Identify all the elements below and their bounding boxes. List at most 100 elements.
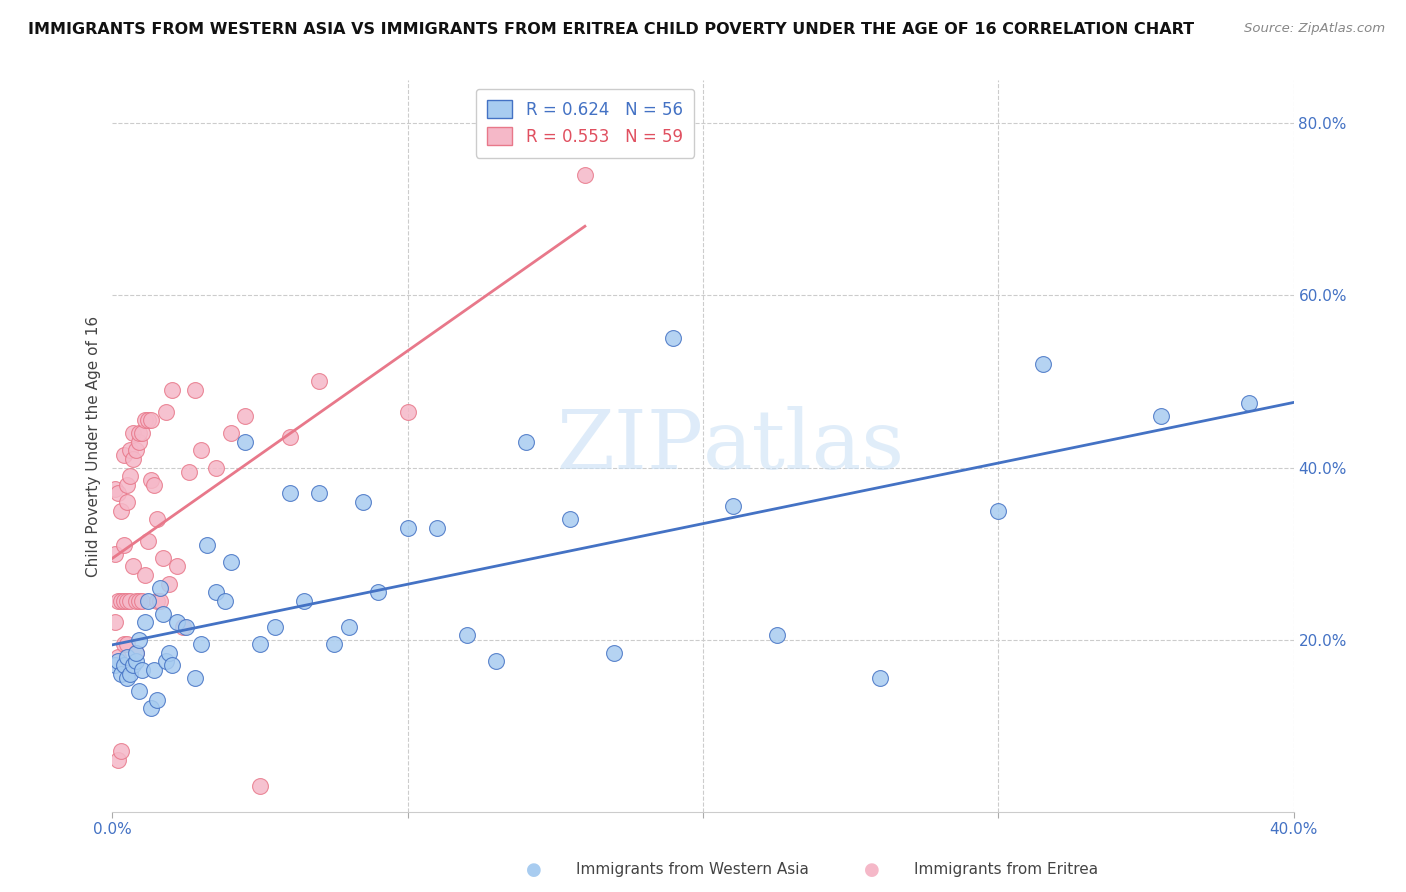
Text: IMMIGRANTS FROM WESTERN ASIA VS IMMIGRANTS FROM ERITREA CHILD POVERTY UNDER THE : IMMIGRANTS FROM WESTERN ASIA VS IMMIGRAN… bbox=[28, 22, 1194, 37]
Point bbox=[149, 594, 172, 608]
Point bbox=[107, 753, 129, 767]
Text: ●: ● bbox=[526, 861, 543, 879]
Point bbox=[219, 555, 242, 569]
Point bbox=[125, 443, 148, 458]
Point bbox=[1032, 357, 1054, 371]
Point bbox=[396, 404, 419, 418]
Point bbox=[205, 460, 228, 475]
Point bbox=[558, 512, 582, 526]
Point bbox=[134, 615, 156, 630]
Point bbox=[120, 594, 142, 608]
Point bbox=[131, 426, 153, 441]
Point bbox=[219, 426, 242, 441]
Text: Immigrants from Western Asia: Immigrants from Western Asia bbox=[576, 863, 810, 877]
Point bbox=[139, 413, 162, 427]
Point bbox=[107, 649, 129, 664]
Point bbox=[122, 451, 145, 466]
Point bbox=[146, 594, 169, 608]
Text: Source: ZipAtlas.com: Source: ZipAtlas.com bbox=[1244, 22, 1385, 36]
Point bbox=[122, 426, 145, 441]
Point bbox=[139, 474, 162, 488]
Point bbox=[136, 413, 159, 427]
Point bbox=[308, 375, 330, 389]
Point bbox=[107, 486, 129, 500]
Point bbox=[136, 594, 159, 608]
Point bbox=[396, 521, 419, 535]
Point bbox=[155, 654, 177, 668]
Text: ZIP: ZIP bbox=[555, 406, 703, 486]
Point bbox=[190, 443, 212, 458]
Point bbox=[155, 404, 177, 418]
Point bbox=[117, 649, 138, 664]
Text: atlas: atlas bbox=[703, 406, 905, 486]
Point bbox=[104, 547, 127, 561]
Point bbox=[107, 654, 129, 668]
Point bbox=[574, 168, 596, 182]
Legend: R = 0.624   N = 56, R = 0.553   N = 59: R = 0.624 N = 56, R = 0.553 N = 59 bbox=[475, 88, 695, 158]
Point bbox=[1150, 409, 1173, 423]
Point bbox=[142, 477, 165, 491]
Point bbox=[337, 620, 360, 634]
Point bbox=[112, 538, 135, 552]
Point bbox=[117, 671, 138, 685]
Point bbox=[166, 615, 188, 630]
Point bbox=[249, 637, 271, 651]
Point bbox=[110, 503, 132, 517]
Point bbox=[125, 646, 148, 660]
Point bbox=[131, 663, 153, 677]
Point bbox=[120, 469, 142, 483]
Point bbox=[125, 594, 148, 608]
Point bbox=[157, 576, 180, 591]
Point bbox=[120, 667, 142, 681]
Point bbox=[160, 658, 183, 673]
Point bbox=[128, 426, 150, 441]
Point bbox=[112, 594, 135, 608]
Point bbox=[195, 538, 218, 552]
Point bbox=[367, 585, 389, 599]
Point bbox=[485, 654, 508, 668]
Point bbox=[112, 637, 135, 651]
Point bbox=[104, 482, 127, 496]
Point bbox=[128, 632, 150, 647]
Point bbox=[146, 693, 169, 707]
Point bbox=[117, 477, 138, 491]
Point bbox=[125, 654, 148, 668]
Point bbox=[117, 495, 138, 509]
Point bbox=[122, 658, 145, 673]
Point bbox=[869, 671, 891, 685]
Point bbox=[174, 620, 197, 634]
Point bbox=[278, 430, 301, 444]
Point bbox=[152, 607, 174, 621]
Point bbox=[603, 646, 626, 660]
Text: Immigrants from Eritrea: Immigrants from Eritrea bbox=[914, 863, 1098, 877]
Point bbox=[134, 413, 156, 427]
Point bbox=[205, 585, 228, 599]
Point bbox=[214, 594, 236, 608]
Point bbox=[233, 409, 256, 423]
Point bbox=[107, 594, 129, 608]
Point bbox=[128, 434, 150, 449]
Point bbox=[515, 434, 537, 449]
Point bbox=[426, 521, 449, 535]
Point bbox=[160, 383, 183, 397]
Point bbox=[131, 594, 153, 608]
Point bbox=[278, 486, 301, 500]
Point bbox=[117, 637, 138, 651]
Point bbox=[1239, 396, 1261, 410]
Point bbox=[308, 486, 330, 500]
Point bbox=[157, 646, 180, 660]
Y-axis label: Child Poverty Under the Age of 16: Child Poverty Under the Age of 16 bbox=[86, 316, 101, 576]
Point bbox=[190, 637, 212, 651]
Point bbox=[249, 779, 271, 793]
Point bbox=[662, 331, 685, 345]
Point bbox=[128, 684, 150, 698]
Point bbox=[104, 615, 127, 630]
Point bbox=[179, 465, 201, 479]
Point bbox=[112, 448, 135, 462]
Point bbox=[233, 434, 256, 449]
Point bbox=[142, 663, 165, 677]
Point bbox=[139, 701, 162, 715]
Point bbox=[721, 500, 744, 514]
Point bbox=[264, 620, 287, 634]
Point bbox=[120, 443, 142, 458]
